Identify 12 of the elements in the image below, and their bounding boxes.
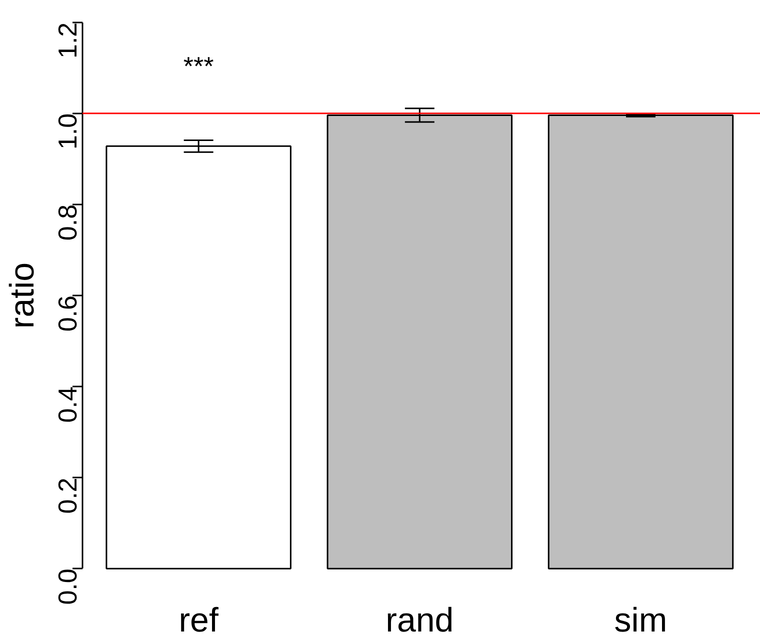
y-tick-label: 0.8 <box>52 204 82 241</box>
y-tick-label: 0.6 <box>52 295 82 332</box>
y-tick-label: 0.4 <box>52 386 82 423</box>
y-tick-label: 1.0 <box>52 113 82 150</box>
annotation: *** <box>183 51 214 82</box>
y-tick-label: 0.0 <box>52 568 82 605</box>
y-tick-label: 1.2 <box>52 22 82 58</box>
x-tick-label: rand <box>386 602 454 640</box>
x-tick-label: sim <box>614 602 668 640</box>
y-tick-label: 0.2 <box>52 478 82 514</box>
x-tick-label: ref <box>178 602 219 640</box>
y-axis-title: ratio <box>4 262 42 329</box>
